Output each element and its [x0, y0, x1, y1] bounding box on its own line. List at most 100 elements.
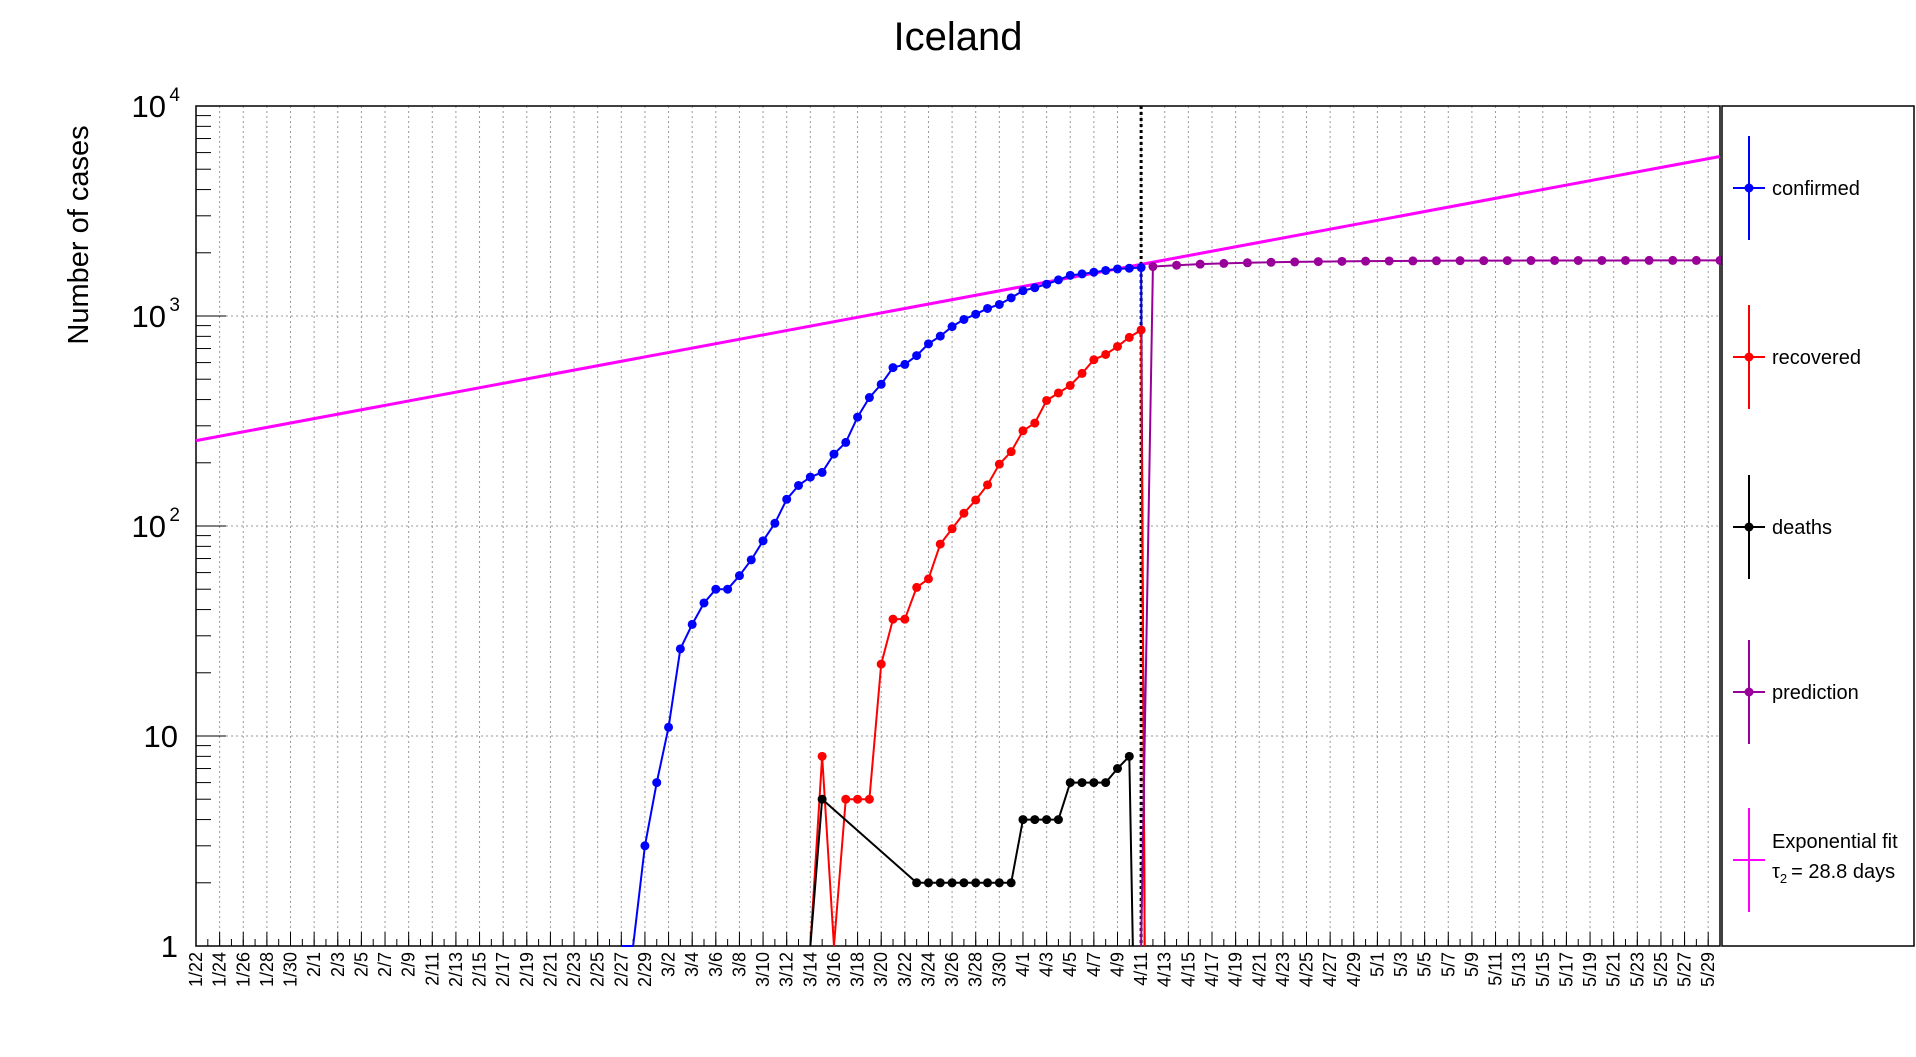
data-point-confirmed: [734, 571, 744, 581]
legend-marker-prediction: [1744, 687, 1754, 697]
data-point-recovered: [1136, 325, 1146, 335]
x-tick-label: 1/28: [257, 952, 277, 987]
x-tick-label: 2/11: [422, 952, 442, 986]
data-point-deaths: [1065, 778, 1075, 788]
x-tick-label: 3/2: [659, 952, 679, 977]
data-point-prediction: [1361, 256, 1371, 266]
x-tick-label: 5/29: [1698, 952, 1718, 987]
data-point-confirmed: [687, 619, 697, 629]
x-tick-label: 4/13: [1155, 952, 1175, 987]
data-point-deaths: [1042, 815, 1052, 825]
x-tick-label: 1/30: [281, 952, 301, 987]
legend-label-exponential-fit: Exponential fit: [1772, 831, 1898, 853]
x-tick-label: 5/7: [1438, 952, 1458, 977]
legend-label-deaths: deaths: [1772, 517, 1832, 539]
series-line-deaths: [809, 753, 1134, 947]
data-point-confirmed: [723, 584, 733, 594]
x-tick-label: 3/26: [942, 952, 962, 987]
data-point-recovered: [1018, 426, 1028, 436]
x-tick-label: 4/9: [1107, 952, 1127, 977]
x-tick-label: 3/10: [753, 952, 773, 987]
legend-marker-deaths: [1744, 522, 1754, 532]
data-point-prediction: [1337, 256, 1347, 266]
data-point-confirmed: [971, 309, 981, 319]
x-tick-label: 2/25: [588, 952, 608, 987]
data-point-recovered: [947, 524, 957, 534]
data-point-confirmed: [1101, 265, 1111, 275]
x-tick-label: 3/12: [777, 952, 797, 987]
legend-label-recovered: recovered: [1772, 347, 1861, 369]
data-point-prediction: [1455, 256, 1465, 266]
x-tick-label: 5/9: [1462, 952, 1482, 977]
series-deaths: [809, 751, 1134, 947]
x-tick-label: 4/27: [1320, 952, 1340, 987]
data-point-confirmed: [935, 331, 945, 341]
x-tick-label: 4/3: [1037, 952, 1057, 977]
data-point-deaths: [935, 878, 945, 888]
grid: [195, 105, 1720, 947]
data-point-confirmed: [1124, 263, 1134, 273]
data-point-prediction: [1313, 257, 1323, 267]
data-point-deaths: [1089, 778, 1099, 788]
plot-frame: [195, 105, 1721, 947]
data-point-confirmed: [1112, 264, 1122, 274]
x-tick-label: 5/19: [1580, 952, 1600, 987]
data-point-recovered: [888, 614, 898, 624]
data-point-recovered: [935, 539, 945, 549]
x-tick-label: 3/22: [895, 952, 915, 987]
data-point-prediction: [1526, 256, 1536, 266]
data-point-deaths: [994, 878, 1004, 888]
x-tick-label: 5/21: [1604, 952, 1624, 987]
x-tick-label: 4/1: [1013, 952, 1033, 977]
x-tick-label: 2/5: [351, 952, 371, 977]
tau-subscript: 2: [1780, 871, 1787, 886]
data-point-deaths: [959, 878, 969, 888]
x-tick-label: 2/13: [446, 952, 466, 987]
data-point-confirmed: [876, 379, 886, 389]
series: [195, 106, 1725, 947]
y-axis-label: Number of cases: [63, 125, 95, 344]
data-point-prediction: [1195, 259, 1205, 269]
data-point-deaths: [1124, 751, 1134, 761]
data-point-confirmed: [675, 644, 685, 654]
data-point-deaths: [1053, 815, 1063, 825]
x-tick-label: 5/11: [1486, 952, 1506, 986]
data-point-deaths: [1018, 815, 1028, 825]
x-tick-label: 3/20: [871, 952, 891, 987]
data-point-recovered: [1053, 388, 1063, 398]
x-tick-label: 5/15: [1533, 952, 1553, 987]
x-tick-label: 2/15: [470, 952, 490, 987]
data-point-prediction: [1668, 255, 1678, 265]
x-tick-label: 3/4: [682, 952, 702, 977]
data-point-prediction: [1550, 255, 1560, 265]
x-tick-label: 5/17: [1556, 952, 1576, 987]
data-point-deaths: [1077, 778, 1087, 788]
data-point-confirmed: [1065, 270, 1075, 280]
data-point-deaths: [1030, 815, 1040, 825]
data-point-confirmed: [1042, 279, 1052, 289]
data-point-confirmed: [900, 359, 910, 369]
data-point-confirmed: [888, 363, 898, 373]
x-tick-label: 2/21: [540, 952, 560, 987]
data-point-confirmed: [805, 472, 815, 482]
data-point-prediction: [1644, 255, 1654, 265]
data-point-confirmed: [664, 722, 674, 732]
legend-fit-tau: τ2 = 28.8 days: [1772, 861, 1895, 886]
data-point-prediction: [1597, 255, 1607, 265]
x-tick-label: 5/3: [1391, 952, 1411, 977]
x-tick-label: 5/1: [1367, 952, 1387, 977]
data-point-confirmed: [853, 412, 863, 422]
data-point-confirmed: [640, 841, 650, 851]
legend-marker-confirmed: [1744, 183, 1754, 193]
x-tick-label: 5/25: [1651, 952, 1671, 987]
data-point-confirmed: [1053, 275, 1063, 285]
data-point-confirmed: [817, 467, 827, 477]
data-point-deaths: [947, 878, 957, 888]
data-point-deaths: [1101, 778, 1111, 788]
data-point-deaths: [923, 878, 933, 888]
x-tick-label: 3/28: [966, 952, 986, 987]
data-point-recovered: [853, 794, 863, 804]
data-point-confirmed: [746, 555, 756, 565]
x-tick-label: 4/17: [1202, 952, 1222, 987]
